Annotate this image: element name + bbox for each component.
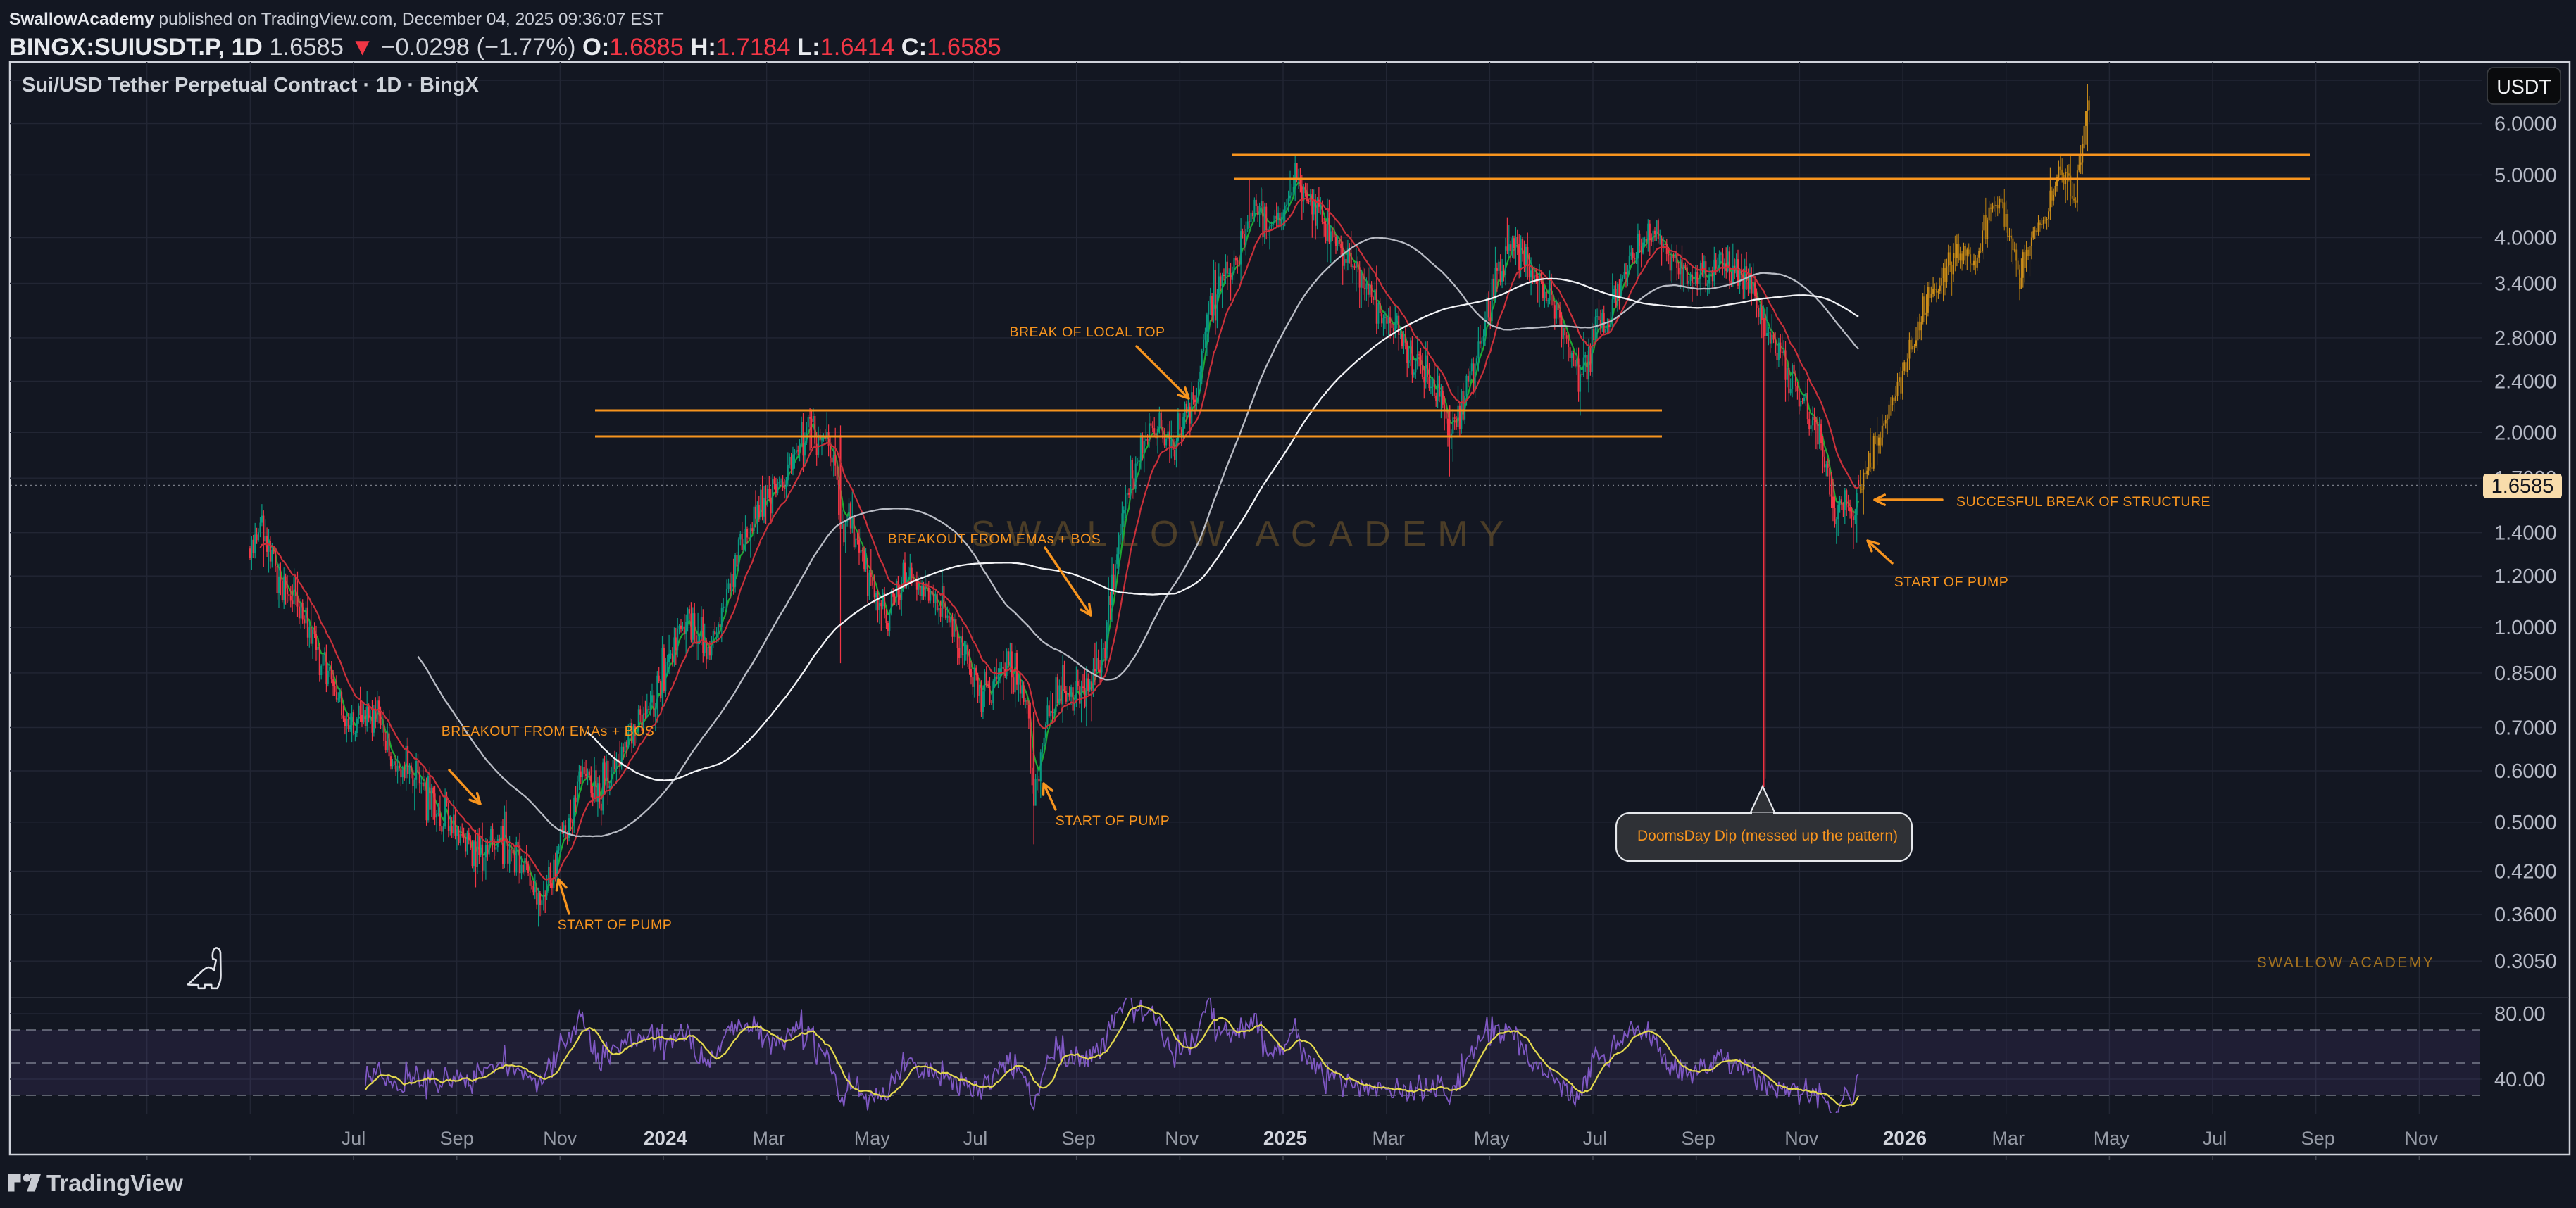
svg-text:BINGX:SUIUSDT.P, 1D 1.6585 ▼: BINGX:SUIUSDT.P, 1D 1.6585 ▼ −0.0298 (−1… [9,34,1001,61]
svg-text:0.8500: 0.8500 [2494,662,2557,685]
svg-text:6.0000: 6.0000 [2494,113,2557,136]
svg-text:Mar: Mar [752,1128,785,1149]
svg-text:1.6585: 1.6585 [2491,475,2554,498]
svg-text:Sep: Sep [1682,1128,1715,1149]
svg-text:0.3600: 0.3600 [2494,904,2557,926]
svg-text:START OF PUMP: START OF PUMP [558,917,673,933]
svg-text:Sep: Sep [1062,1128,1096,1149]
svg-text:0.3050: 0.3050 [2494,950,2557,973]
svg-text:2.0000: 2.0000 [2494,422,2557,444]
svg-text:2.4000: 2.4000 [2494,371,2557,394]
svg-text:Nov: Nov [1784,1128,1819,1149]
svg-text:SUCCESFUL BREAK OF STRUCTURE: SUCCESFUL BREAK OF STRUCTURE [1956,494,2211,510]
svg-text:BREAKOUT FROM EMAs + BOS: BREAKOUT FROM EMAs + BOS [442,724,655,739]
svg-text:Nov: Nov [1165,1128,1199,1149]
svg-text:BREAK OF LOCAL TOP: BREAK OF LOCAL TOP [1009,325,1165,340]
svg-text:0.7000: 0.7000 [2494,717,2557,740]
svg-text:SWALLOW ACADEMY: SWALLOW ACADEMY [971,514,1515,555]
svg-text:START OF PUMP: START OF PUMP [1894,574,2009,590]
svg-text:0.5000: 0.5000 [2494,812,2557,834]
svg-text:80.00: 80.00 [2494,1003,2546,1026]
svg-text:3.4000: 3.4000 [2494,272,2557,295]
svg-text:Sep: Sep [2301,1128,2335,1149]
svg-text:DoomsDay Dip (messed up the pa: DoomsDay Dip (messed up the pattern) [1637,828,1898,844]
svg-text:0.6000: 0.6000 [2494,760,2557,783]
svg-text:4.0000: 4.0000 [2494,227,2557,250]
svg-text:2026: 2026 [1883,1127,1927,1149]
svg-text:USDT: USDT [2496,76,2551,99]
svg-text:May: May [854,1128,891,1149]
svg-text:SWALLOW ACADEMY: SWALLOW ACADEMY [2257,955,2435,971]
svg-text:2025: 2025 [1263,1127,1307,1149]
svg-text:2024: 2024 [644,1127,688,1149]
svg-text:Mar: Mar [1992,1128,2025,1149]
svg-text:BREAKOUT FROM EMAs + BOS: BREAKOUT FROM EMAs + BOS [888,531,1101,547]
svg-text:Jul: Jul [963,1128,988,1149]
svg-text:Jul: Jul [342,1128,366,1149]
svg-text:5.0000: 5.0000 [2494,164,2557,187]
svg-text:May: May [1474,1128,1511,1149]
svg-text:Jul: Jul [1583,1128,1608,1149]
svg-text:Jul: Jul [2203,1128,2227,1149]
svg-text:Sep: Sep [440,1128,474,1149]
svg-text:TradingView: TradingView [46,1170,183,1196]
svg-text:1.0000: 1.0000 [2494,617,2557,639]
svg-text:1.4000: 1.4000 [2494,522,2557,545]
svg-text:May: May [2094,1128,2130,1149]
svg-text:Nov: Nov [2404,1128,2439,1149]
svg-text:0.4200: 0.4200 [2494,860,2557,883]
svg-text:Mar: Mar [1372,1128,1405,1149]
svg-text:SwallowAcademy published on Tr: SwallowAcademy published on TradingView.… [9,10,664,29]
svg-text:Sui/USD Tether Perpetual Contr: Sui/USD Tether Perpetual Contract · 1D ·… [22,74,479,96]
svg-text:1.2000: 1.2000 [2494,565,2557,588]
svg-text:Nov: Nov [543,1128,577,1149]
svg-text:40.00: 40.00 [2494,1069,2546,1091]
svg-text:START OF PUMP: START OF PUMP [1056,813,1170,829]
svg-text:2.8000: 2.8000 [2494,327,2557,350]
